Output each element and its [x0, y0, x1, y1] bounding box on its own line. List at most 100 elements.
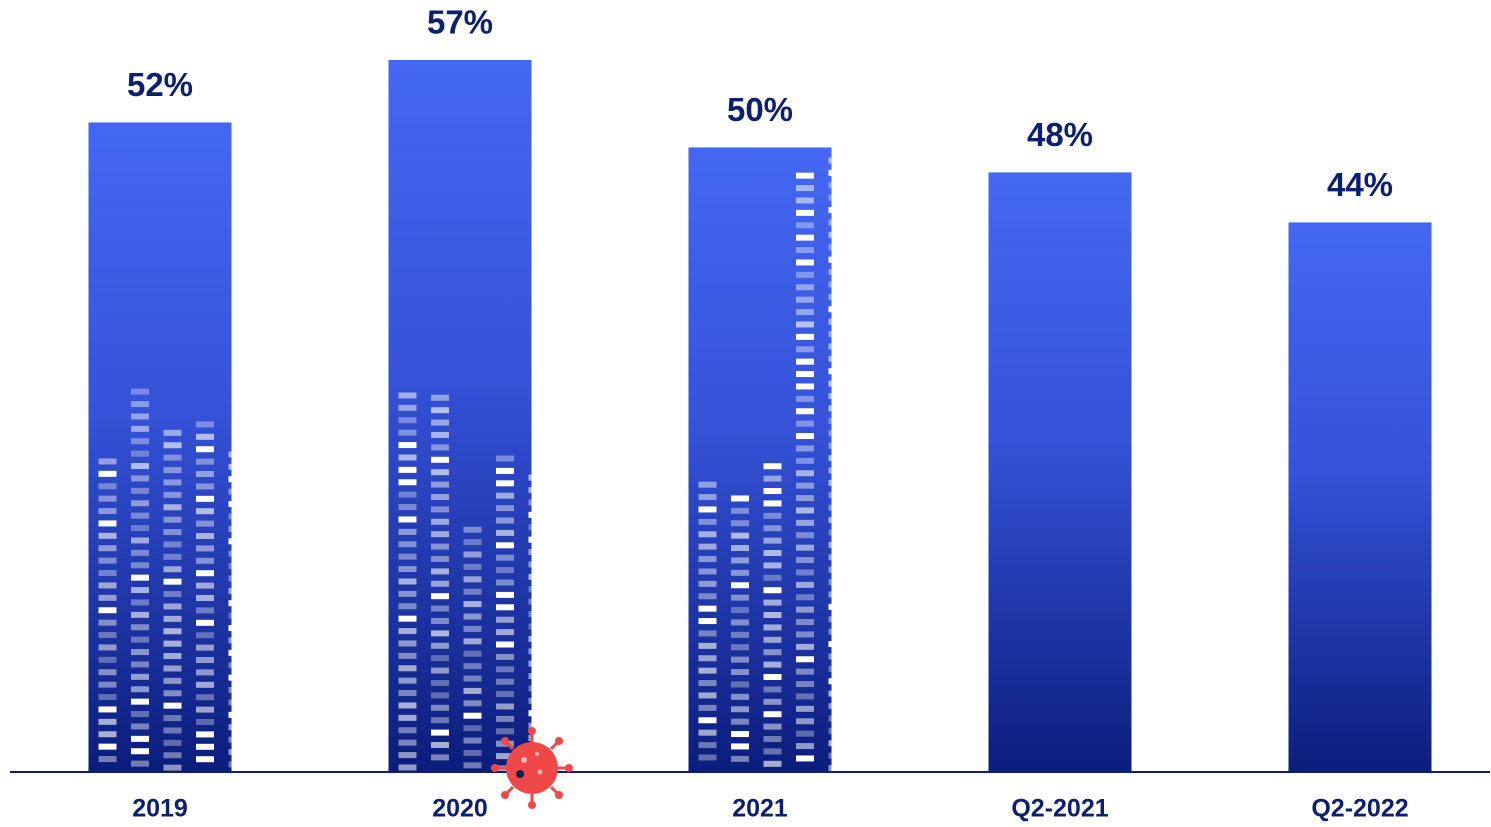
pattern-dash	[196, 607, 214, 614]
pattern-dash	[796, 557, 814, 564]
pattern-dash	[698, 580, 717, 587]
pattern-dash	[131, 562, 149, 569]
pattern-dash	[228, 761, 247, 768]
pattern-dash	[698, 630, 717, 637]
pattern-dash	[763, 686, 782, 693]
pattern-dash	[731, 582, 749, 589]
pattern-dash	[828, 678, 847, 685]
pattern-dash	[398, 665, 417, 672]
pattern-dash	[196, 495, 214, 502]
pattern-dash	[228, 600, 247, 607]
pattern-dash	[796, 420, 814, 427]
pattern-dash	[398, 603, 417, 610]
pattern-dash	[731, 755, 749, 762]
bar	[1288, 222, 1432, 772]
pattern-dash	[131, 636, 149, 643]
pattern-dash	[228, 575, 247, 582]
pattern-dash	[828, 467, 847, 474]
pattern-dash	[163, 504, 182, 511]
pattern-dash	[796, 495, 814, 502]
pattern-dash	[163, 690, 182, 697]
pattern-dash	[163, 702, 182, 709]
pattern-dash	[463, 663, 482, 670]
pattern-dash	[828, 740, 847, 747]
pattern-dash	[431, 506, 449, 513]
pattern-dash	[496, 653, 514, 660]
pattern-dash	[496, 703, 514, 710]
pattern-dash	[828, 380, 847, 387]
pattern-dash	[763, 537, 782, 544]
pattern-dash	[98, 582, 117, 589]
pattern-dash	[731, 520, 749, 527]
pattern-dash	[528, 549, 547, 556]
pattern-dash	[796, 643, 814, 650]
pattern-dash	[828, 455, 847, 462]
pattern-dash	[398, 429, 417, 436]
pattern-dash	[796, 693, 814, 700]
pattern-dash	[796, 346, 814, 353]
pattern-dash	[828, 653, 847, 660]
pattern-dash	[731, 507, 749, 514]
pattern-dash	[163, 479, 182, 486]
pattern-dash	[763, 624, 782, 631]
pattern-dash	[463, 526, 482, 533]
pattern-dash	[763, 723, 782, 730]
pattern-dash	[528, 573, 547, 580]
pattern-dash	[828, 628, 847, 635]
pattern-dash	[796, 457, 814, 464]
pattern-dash	[196, 508, 214, 515]
pattern-dash	[98, 718, 117, 725]
pattern-dash	[228, 662, 247, 669]
pattern-dash	[763, 463, 782, 470]
pattern-dash	[763, 562, 782, 569]
pattern-dash	[731, 607, 749, 614]
pattern-dash	[796, 656, 814, 663]
pattern-dash	[431, 394, 449, 401]
pattern-dash	[196, 657, 214, 664]
pattern-dash	[828, 219, 847, 226]
pattern-dash	[796, 482, 814, 489]
pattern-dash	[431, 704, 449, 711]
pattern-dash	[796, 569, 814, 576]
pattern-dash	[796, 209, 814, 216]
pattern-dash	[228, 637, 247, 644]
pattern-dash	[463, 687, 482, 694]
pattern-dash	[463, 563, 482, 570]
pattern-dash	[431, 493, 449, 500]
pattern-dash	[796, 681, 814, 688]
pattern-dash	[196, 483, 214, 490]
pattern-dash	[763, 587, 782, 594]
pattern-dash	[796, 309, 814, 316]
pattern-dash	[796, 222, 814, 229]
pattern-dash	[163, 578, 182, 585]
pattern-dash	[528, 697, 547, 704]
pattern-dash	[828, 169, 847, 176]
pattern-dash	[528, 685, 547, 692]
pattern-dash	[463, 725, 482, 732]
pattern-dash	[398, 714, 417, 721]
pattern-dash	[731, 569, 749, 576]
pattern-dash	[98, 656, 117, 663]
pattern-dash	[398, 392, 417, 399]
pattern-dash	[496, 492, 514, 499]
pattern-dash	[98, 458, 117, 465]
pattern-dash	[828, 244, 847, 251]
pattern-dash	[196, 533, 214, 540]
pattern-dash	[496, 554, 514, 561]
pattern-dash	[98, 644, 117, 651]
pattern-dash	[228, 476, 247, 483]
pattern-dash	[528, 623, 547, 630]
pattern-dash	[131, 525, 149, 532]
pattern-dash	[463, 551, 482, 558]
pattern-dash	[463, 576, 482, 583]
pattern-dash	[431, 630, 449, 637]
pattern-dash	[228, 687, 247, 694]
pattern-dash	[528, 673, 547, 680]
pattern-dash	[163, 764, 182, 771]
pattern-dash	[698, 742, 717, 749]
pattern-dash	[828, 157, 847, 164]
pattern-dash	[463, 601, 482, 608]
pattern-dash	[698, 667, 717, 674]
pattern-dash	[731, 743, 749, 750]
pattern-dash	[796, 519, 814, 526]
